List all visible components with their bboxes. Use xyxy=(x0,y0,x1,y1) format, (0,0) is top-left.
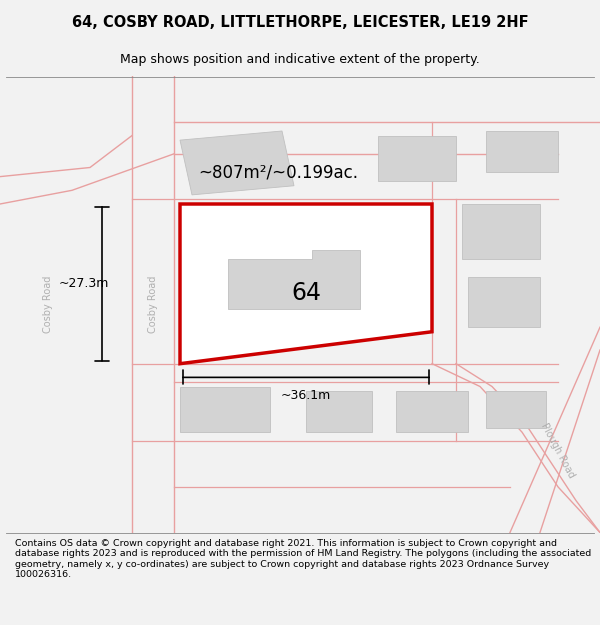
Text: 64: 64 xyxy=(291,281,321,305)
Polygon shape xyxy=(180,204,432,364)
Polygon shape xyxy=(306,391,372,432)
Text: ~36.1m: ~36.1m xyxy=(281,389,331,402)
Text: Plough Road: Plough Road xyxy=(539,421,577,479)
Polygon shape xyxy=(180,213,270,268)
Text: ~27.3m: ~27.3m xyxy=(59,278,109,291)
Polygon shape xyxy=(378,136,456,181)
Text: Map shows position and indicative extent of the property.: Map shows position and indicative extent… xyxy=(120,53,480,66)
Polygon shape xyxy=(486,131,558,172)
Text: ~807m²/~0.199ac.: ~807m²/~0.199ac. xyxy=(198,163,358,181)
Text: Cosby Road: Cosby Road xyxy=(148,276,158,333)
Polygon shape xyxy=(486,391,546,428)
Text: Cosby Road: Cosby Road xyxy=(43,276,53,333)
Text: 64, COSBY ROAD, LITTLETHORPE, LEICESTER, LE19 2HF: 64, COSBY ROAD, LITTLETHORPE, LEICESTER,… xyxy=(71,16,529,31)
Polygon shape xyxy=(228,249,360,309)
Polygon shape xyxy=(180,131,294,195)
Polygon shape xyxy=(396,391,468,432)
Polygon shape xyxy=(462,204,540,259)
Polygon shape xyxy=(468,277,540,328)
Polygon shape xyxy=(180,386,270,432)
Text: Contains OS data © Crown copyright and database right 2021. This information is : Contains OS data © Crown copyright and d… xyxy=(15,539,591,579)
